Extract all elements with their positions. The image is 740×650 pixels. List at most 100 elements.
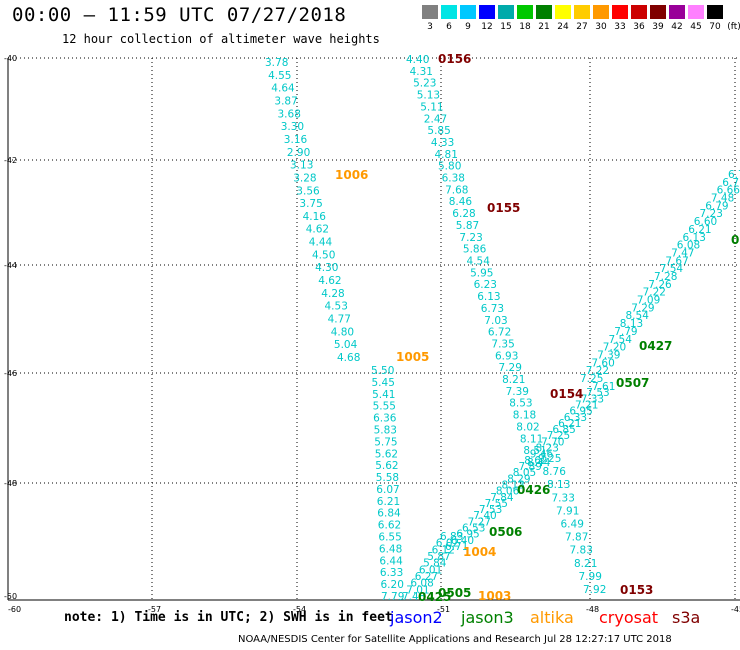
- track-0426-value: 7.53: [586, 387, 609, 399]
- track-1006-value: 4.28: [321, 288, 344, 300]
- track-0426-value: 8.62: [524, 455, 547, 467]
- track-1005-value: 5.62: [375, 460, 398, 472]
- track-1006-value: 4.53: [325, 301, 348, 313]
- track-0156-value: 5.95: [470, 267, 493, 279]
- track-0426-value: 8.05: [513, 467, 536, 479]
- track-1005-value: 5.62: [375, 448, 398, 460]
- track-0425-value: 6.27: [415, 571, 438, 583]
- pass-id-0506: 0506: [489, 525, 522, 539]
- color-scale-swatch: [555, 5, 571, 19]
- color-scale-swatch: [669, 5, 685, 19]
- track-0154-value: 7.99: [579, 571, 602, 583]
- pass-ids: 1006 1005 0156 0155 0154 0153 0427 0507 0426 0506…: [335, 52, 739, 604]
- longitude-label: -51: [437, 605, 450, 614]
- color-scale-label: 36: [633, 22, 645, 32]
- track-0426-value: 6.53: [462, 523, 485, 535]
- track-0156-value: 5.23: [413, 78, 436, 90]
- latitude-label: -48: [4, 479, 17, 488]
- latitude-label: -46: [4, 369, 17, 378]
- track-0156-value: 5.86: [463, 244, 487, 256]
- track-1006-value: 4.62: [306, 224, 329, 236]
- track-0427-value: 6.13: [683, 232, 706, 244]
- color-scale-label: 45: [690, 22, 702, 32]
- track-0154-value: 8.76: [543, 466, 567, 478]
- color-scale-label: 3: [427, 22, 433, 32]
- track-0427-value: 7.22: [586, 365, 609, 377]
- track-0427-value: 7.22: [643, 287, 666, 299]
- track-0425-value: 5.87: [427, 551, 450, 563]
- track-0156-value: 6.72: [488, 327, 511, 339]
- track-0427-value: 7.67: [665, 255, 688, 267]
- color-scale-label: 42: [671, 22, 683, 32]
- track-0427-value: 6.79: [705, 200, 728, 212]
- track-values: 3.784.554.643.873.683.303.162.903.133.28…: [265, 54, 740, 603]
- track-0427-value: 7.26: [648, 279, 672, 291]
- color-scale-label: 30: [595, 22, 607, 32]
- pass-id-0427: 0427: [639, 339, 672, 353]
- track-0156-value: 7.03: [484, 315, 507, 327]
- map-title: 00:00 – 11:59 UTC 07/27/2018: [12, 4, 347, 26]
- track-1005-value: 6.21: [377, 496, 400, 508]
- color-scale-swatch: [574, 5, 590, 19]
- track-0426-value: 6.95: [569, 406, 592, 418]
- track-0154-value: 7.92: [583, 584, 606, 596]
- track-0154-value: 7.33: [552, 492, 575, 504]
- track-0427-value: 6.21: [688, 224, 711, 236]
- track-1005-value: 6.48: [379, 543, 402, 555]
- track-0156-value: 6.38: [442, 173, 465, 185]
- track-1005-value: 7.79: [381, 591, 404, 603]
- track-0427-value: 8.54: [626, 310, 650, 322]
- longitude-label: -45: [731, 605, 740, 614]
- color-scale-label: 70: [709, 22, 721, 32]
- track-1005-value: 6.07: [376, 484, 399, 496]
- color-scale-label: 9: [465, 22, 471, 32]
- track-1005-value: 6.44: [379, 555, 403, 567]
- track-0425-value: 6.02: [436, 538, 459, 550]
- pass-id-1006: 1006: [335, 168, 368, 182]
- pass-id-1003: 1003: [478, 589, 511, 603]
- track-0156-value: 6.23: [474, 279, 497, 291]
- track-1005-value: 6.55: [378, 532, 401, 544]
- color-scale-label: 27: [576, 22, 588, 32]
- track-0426-value: 7.27: [468, 516, 491, 528]
- track-0156-value: 6.93: [495, 350, 518, 362]
- longitude-label: -57: [148, 605, 161, 614]
- map-subtitle: 12 hour collection of altimeter wave hei…: [62, 32, 380, 46]
- track-0426-value: 7.21: [575, 400, 598, 412]
- track-1005-value: 5.75: [374, 436, 397, 448]
- track-0156-value: 4.33: [431, 137, 454, 149]
- track-0427-value: 6.66: [717, 185, 740, 197]
- track-1006-value: 5.04: [334, 339, 358, 351]
- pass-id-0155: 0155: [487, 201, 520, 215]
- track-0156-value: 4.31: [410, 66, 433, 78]
- track-0156-value: 6.73: [481, 303, 504, 315]
- track-0154-value: 6.49: [561, 519, 584, 531]
- track-0427-value: 7.09: [637, 295, 660, 307]
- color-scale-label: 39: [652, 22, 664, 32]
- legend-cryosat: cryosat: [599, 608, 659, 627]
- track-0427-value: 6.76: [728, 169, 740, 181]
- track-0427-value: 6.60: [694, 216, 717, 228]
- track-0156-value: 5.11: [420, 101, 443, 113]
- legend-jason2: jason2: [390, 608, 443, 627]
- track-0426-value: 6.40: [451, 535, 474, 547]
- track-0156-value: 5.87: [456, 220, 479, 232]
- track-1006-value: 4.44: [309, 237, 333, 249]
- color-scale-swatch: [498, 5, 514, 19]
- track-0426-value: 6.71: [445, 541, 468, 553]
- track-1006-value: 2.90: [287, 147, 310, 159]
- track-0426-value: 7.25: [547, 430, 570, 442]
- track-1006-value: 4.55: [268, 70, 291, 82]
- track-0427-value: 7.20: [603, 342, 626, 354]
- track-0154-value: 7.83: [570, 545, 593, 557]
- longitude-label: -54: [293, 605, 306, 614]
- track-0427-value: 7.54: [660, 263, 684, 275]
- legend-s3a: s3a: [672, 608, 701, 627]
- track-0427-value: 7.28: [654, 271, 677, 283]
- color-scale-label: 33: [614, 22, 626, 32]
- latitude-label: -40: [4, 54, 17, 63]
- track-0156-value: 7.39: [506, 386, 529, 398]
- track-0426-value: 9.46: [530, 449, 554, 461]
- pass-id-0154: 0154: [550, 387, 583, 401]
- track-1006-value: 4.68: [337, 352, 360, 364]
